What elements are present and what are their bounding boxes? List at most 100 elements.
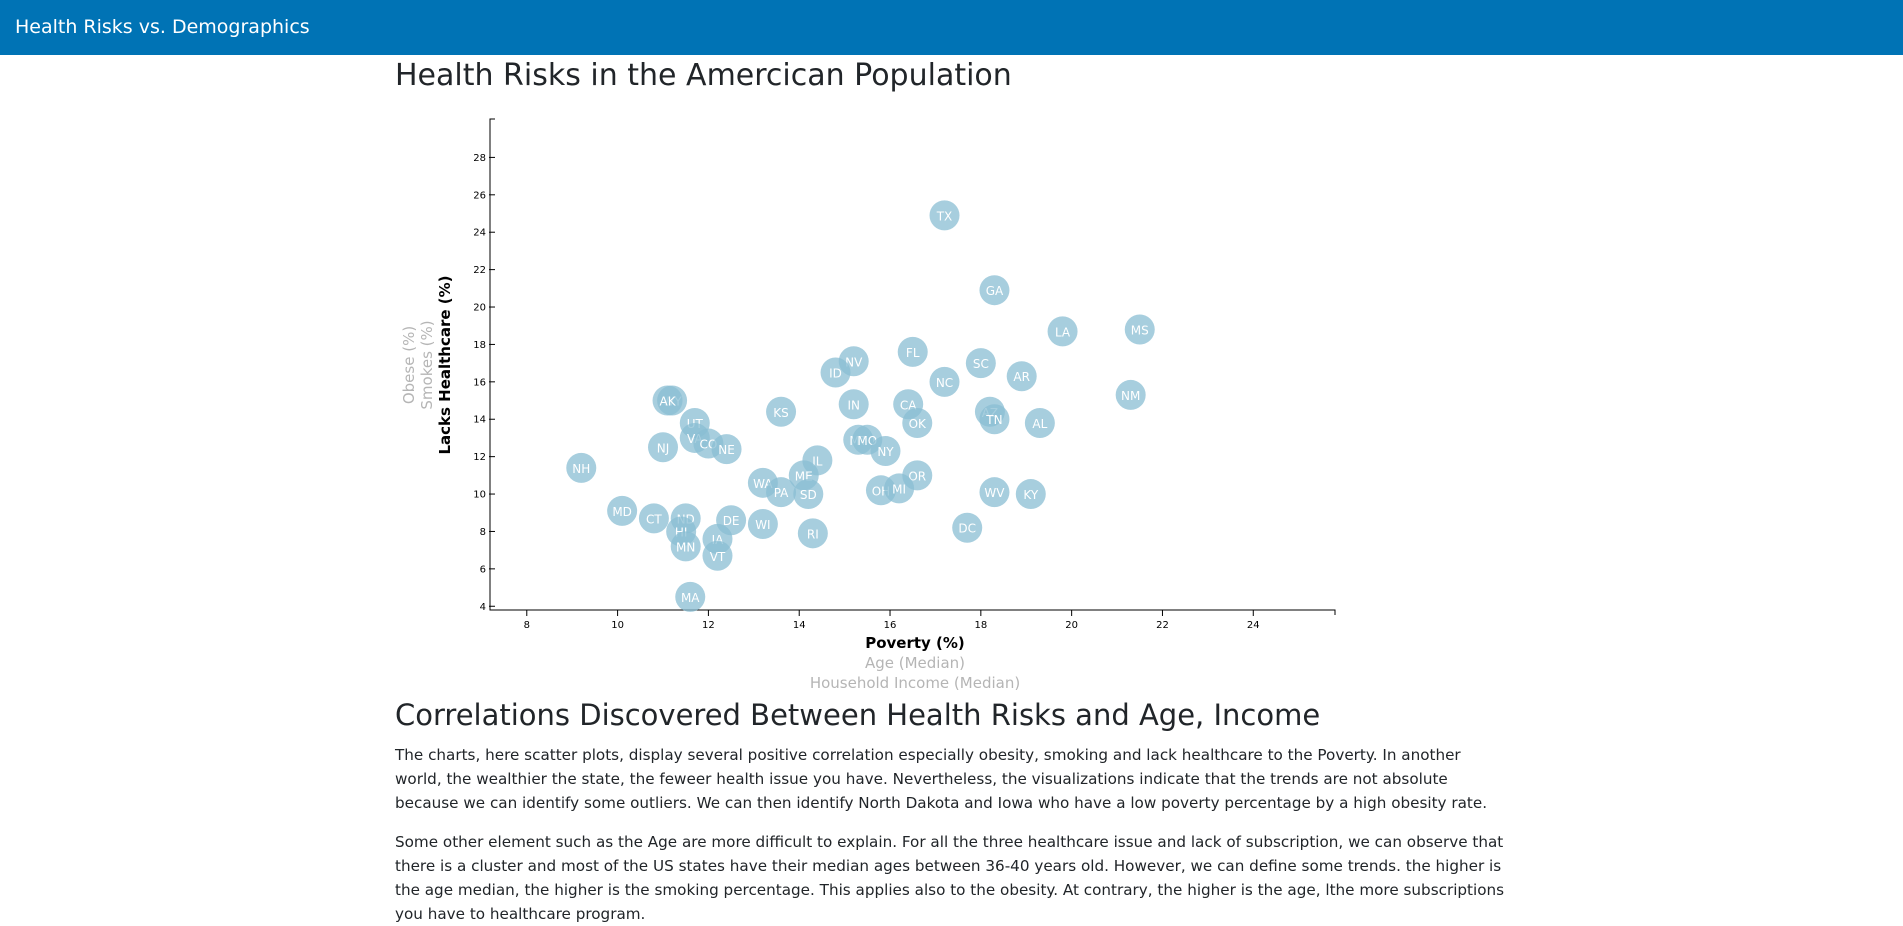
state-label: SD: [800, 488, 817, 502]
y-tick-label: 24: [473, 228, 486, 239]
state-point[interactable]: [929, 200, 960, 231]
state-label: MA: [681, 591, 700, 605]
state-label: VT: [710, 550, 726, 564]
state-label: KS: [773, 406, 789, 420]
section-heading: Correlations Discovered Between Health R…: [395, 698, 1321, 732]
navbar: Health Risks vs. Demographics: [0, 0, 1903, 55]
state-point[interactable]: [607, 495, 638, 526]
scatter-chart-svg: 8 10 12 14 16 18 20 22 24 4 6 8 10 12 14 16 18 20 22 24 26 28…: [400, 118, 1336, 692]
navbar-brand[interactable]: Health Risks vs. Demographics: [15, 16, 310, 38]
state-point[interactable]: [652, 385, 683, 416]
y-tick-label: 8: [480, 527, 486, 538]
y-tick-label: 18: [473, 340, 486, 351]
state-point[interactable]: [797, 518, 828, 549]
x-tick-label: 22: [1156, 620, 1169, 631]
scatter-chart: 8 10 12 14 16 18 20 22 24 4 6 8 10 12 14 16 18 20 22 24 26 28…: [395, 105, 1505, 753]
paragraph-1: The charts, here scatter plots, display …: [395, 746, 1488, 812]
state-point[interactable]: [979, 404, 1010, 435]
state-point[interactable]: [702, 540, 733, 571]
y-tick-label: 10: [473, 490, 486, 501]
state-label: KY: [1023, 488, 1038, 502]
state-label: DE: [723, 514, 740, 528]
x-tick-label: 10: [611, 620, 624, 631]
state-point[interactable]: [1006, 361, 1037, 392]
state-label: LA: [1055, 325, 1071, 339]
state-label: NM: [1121, 389, 1140, 403]
y-tick-label: 20: [473, 303, 486, 314]
state-point[interactable]: [766, 396, 797, 427]
state-point[interactable]: [979, 477, 1010, 508]
state-point[interactable]: [747, 508, 778, 539]
state-label: TX: [936, 209, 953, 223]
state-label: AK: [660, 395, 677, 409]
state-point[interactable]: [793, 479, 824, 510]
state-label: WI: [755, 518, 770, 532]
y-tick-label: 16: [473, 377, 486, 388]
state-label: ID: [829, 366, 842, 380]
state-point[interactable]: [711, 434, 742, 465]
state-label: TN: [985, 413, 1002, 427]
axes-frame: [489, 118, 1336, 615]
y-tick-label: 22: [473, 265, 486, 276]
state-point[interactable]: [1024, 407, 1055, 438]
state-point[interactable]: [820, 357, 851, 388]
state-label: IL: [812, 454, 823, 468]
state-point[interactable]: [838, 389, 869, 420]
y-axis-label[interactable]: Lacks Healthcare (%): [436, 275, 454, 454]
state-label: IN: [847, 398, 860, 412]
state-point[interactable]: [648, 432, 678, 463]
state-point[interactable]: [870, 436, 901, 467]
x-axis-label[interactable]: Age (Median): [865, 654, 965, 672]
state-point[interactable]: [1015, 479, 1046, 510]
x-tick-label: 8: [524, 620, 530, 631]
x-tick-label: 20: [1065, 620, 1078, 631]
state-label: OR: [908, 469, 926, 483]
state-point[interactable]: [675, 581, 706, 612]
state-label: CT: [646, 512, 662, 526]
state-label: MD: [612, 505, 632, 519]
page-title: Health Risks in the Amercican Population: [395, 58, 1012, 93]
state-point[interactable]: [897, 336, 928, 367]
state-point[interactable]: [1047, 316, 1078, 347]
y-tick-label: 6: [480, 564, 486, 575]
x-axis-label[interactable]: Poverty (%): [865, 634, 965, 652]
state-label: GA: [986, 284, 1004, 298]
state-label: MI: [892, 482, 906, 496]
paragraph-2: Some other element such as the Age are m…: [395, 833, 1505, 923]
y-axis-label[interactable]: Smokes (%): [418, 320, 436, 409]
state-point[interactable]: [766, 477, 797, 508]
y-axis-label[interactable]: Obese (%): [400, 326, 418, 404]
x-tick-label: 16: [884, 620, 897, 631]
state-point[interactable]: [1124, 314, 1155, 345]
state-point[interactable]: [566, 452, 597, 483]
y-tick-label: 12: [473, 452, 486, 463]
state-point[interactable]: [979, 275, 1010, 306]
x-axis-label[interactable]: Household Income (Median): [810, 674, 1020, 692]
state-label: SC: [973, 357, 989, 371]
state-label: NJ: [657, 441, 670, 455]
y-tick-label: 26: [473, 190, 486, 201]
state-label: PA: [774, 486, 789, 500]
state-point[interactable]: [638, 503, 669, 534]
state-label: RI: [807, 527, 819, 541]
state-point[interactable]: [929, 366, 960, 397]
state-label: OK: [909, 417, 927, 431]
state-label: MS: [1131, 323, 1149, 337]
state-point[interactable]: [1115, 379, 1146, 410]
state-label: AL: [1032, 417, 1047, 431]
state-label: DC: [958, 522, 976, 536]
x-tick-label: 14: [793, 620, 806, 631]
y-tick-label: 14: [473, 415, 486, 426]
state-point[interactable]: [884, 473, 915, 504]
state-label: NH: [572, 462, 590, 476]
state-point[interactable]: [952, 512, 983, 543]
x-tick-label: 12: [702, 620, 715, 631]
state-label: NV: [845, 355, 863, 369]
state-label: NC: [936, 376, 953, 390]
state-label: NE: [718, 443, 735, 457]
state-label: FL: [906, 346, 920, 360]
state-label: AR: [1013, 370, 1030, 384]
state-point[interactable]: [670, 531, 701, 562]
state-point[interactable]: [902, 407, 933, 438]
state-point[interactable]: [965, 348, 996, 379]
